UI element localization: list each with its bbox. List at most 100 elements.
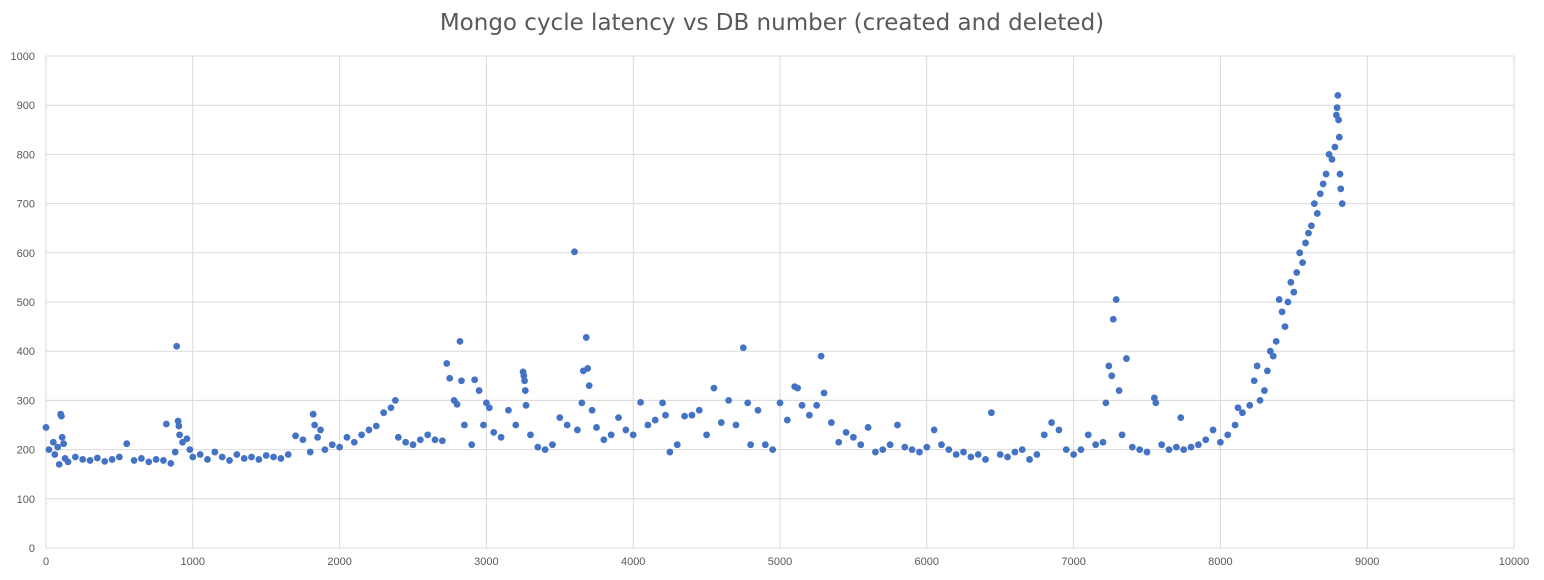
data-point: [1004, 453, 1011, 461]
data-point: [64, 458, 72, 466]
data-point: [1040, 431, 1048, 439]
data-point: [71, 453, 79, 461]
data-point: [820, 389, 828, 397]
data-point: [1018, 446, 1026, 453]
data-point: [563, 421, 571, 429]
data-point: [805, 411, 813, 419]
data-point: [1316, 190, 1324, 198]
data-point: [1239, 409, 1246, 417]
data-point: [1305, 229, 1312, 237]
data-point: [996, 451, 1004, 458]
data-point: [747, 441, 755, 449]
data-point: [1338, 200, 1346, 208]
data-point: [549, 441, 556, 449]
data-point: [1331, 143, 1339, 151]
data-point: [717, 419, 725, 426]
data-point: [505, 406, 512, 414]
data-point: [662, 411, 669, 419]
data-point: [761, 441, 769, 449]
data-point: [1336, 170, 1344, 178]
data-point: [101, 458, 109, 465]
data-point: [534, 443, 542, 451]
data-point: [1055, 426, 1063, 434]
data-point: [1172, 443, 1180, 451]
data-point: [1118, 431, 1126, 439]
x-tick-label: 5000: [768, 556, 792, 568]
data-point: [1092, 441, 1100, 449]
data-point: [1319, 180, 1327, 188]
data-point: [424, 431, 432, 439]
data-point: [1136, 446, 1144, 453]
data-point: [471, 376, 479, 384]
data-point: [311, 421, 319, 429]
data-point: [284, 451, 292, 458]
data-point: [817, 352, 825, 360]
data-point: [152, 456, 160, 463]
data-point: [688, 411, 696, 419]
data-point: [813, 401, 821, 409]
data-point: [446, 374, 454, 382]
x-tick-label: 8000: [1208, 556, 1232, 568]
data-point: [123, 440, 131, 448]
x-tick-label: 2000: [327, 556, 351, 568]
y-tick-label: 700: [17, 199, 35, 211]
data-point: [1325, 151, 1333, 158]
data-point: [309, 410, 317, 418]
data-point: [1105, 362, 1113, 370]
data-point: [51, 451, 59, 458]
data-point: [703, 431, 710, 439]
data-point: [306, 448, 314, 456]
data-point: [901, 443, 909, 451]
data-point: [1026, 456, 1033, 463]
data-point: [1261, 387, 1268, 394]
data-point: [1322, 170, 1330, 178]
data-point: [255, 456, 263, 463]
data-point: [336, 443, 343, 451]
data-point: [1194, 441, 1202, 449]
data-point: [1266, 347, 1274, 355]
data-point: [512, 421, 520, 429]
data-point: [1070, 451, 1077, 458]
data-point: [1333, 104, 1341, 112]
data-point: [842, 428, 850, 436]
data-point: [167, 459, 175, 467]
data-point: [1296, 249, 1304, 257]
data-point: [585, 382, 593, 390]
data-point: [458, 377, 465, 385]
data-point: [783, 416, 791, 424]
data-point: [108, 456, 116, 463]
data-point: [394, 433, 402, 441]
data-point: [130, 457, 138, 464]
data-point: [879, 446, 887, 453]
data-point: [1335, 133, 1343, 141]
data-point: [431, 436, 439, 444]
data-point: [1128, 443, 1136, 451]
data-point: [930, 426, 938, 434]
data-point: [1256, 397, 1264, 404]
data-point: [317, 426, 324, 434]
data-point: [960, 448, 967, 456]
data-point: [262, 452, 270, 459]
data-point: [1011, 448, 1019, 456]
data-point: [365, 426, 373, 434]
data-point: [541, 446, 549, 453]
y-tick-label: 1000: [11, 51, 35, 63]
data-point: [1275, 296, 1283, 303]
y-tick-label: 800: [17, 149, 35, 161]
x-tick-label: 4000: [621, 556, 645, 568]
data-point: [1337, 185, 1345, 193]
data-point: [176, 431, 183, 439]
data-point: [521, 387, 529, 394]
data-point: [1177, 414, 1185, 422]
data-point: [55, 460, 63, 468]
data-point: [938, 441, 945, 449]
data-point: [248, 453, 255, 461]
data-point: [270, 453, 277, 461]
data-point: [732, 421, 740, 429]
x-tick-label: 9000: [1355, 556, 1379, 568]
data-point: [1250, 377, 1258, 385]
data-point: [391, 397, 399, 404]
data-point: [196, 451, 204, 458]
data-point: [644, 421, 652, 429]
data-point: [1217, 438, 1224, 446]
